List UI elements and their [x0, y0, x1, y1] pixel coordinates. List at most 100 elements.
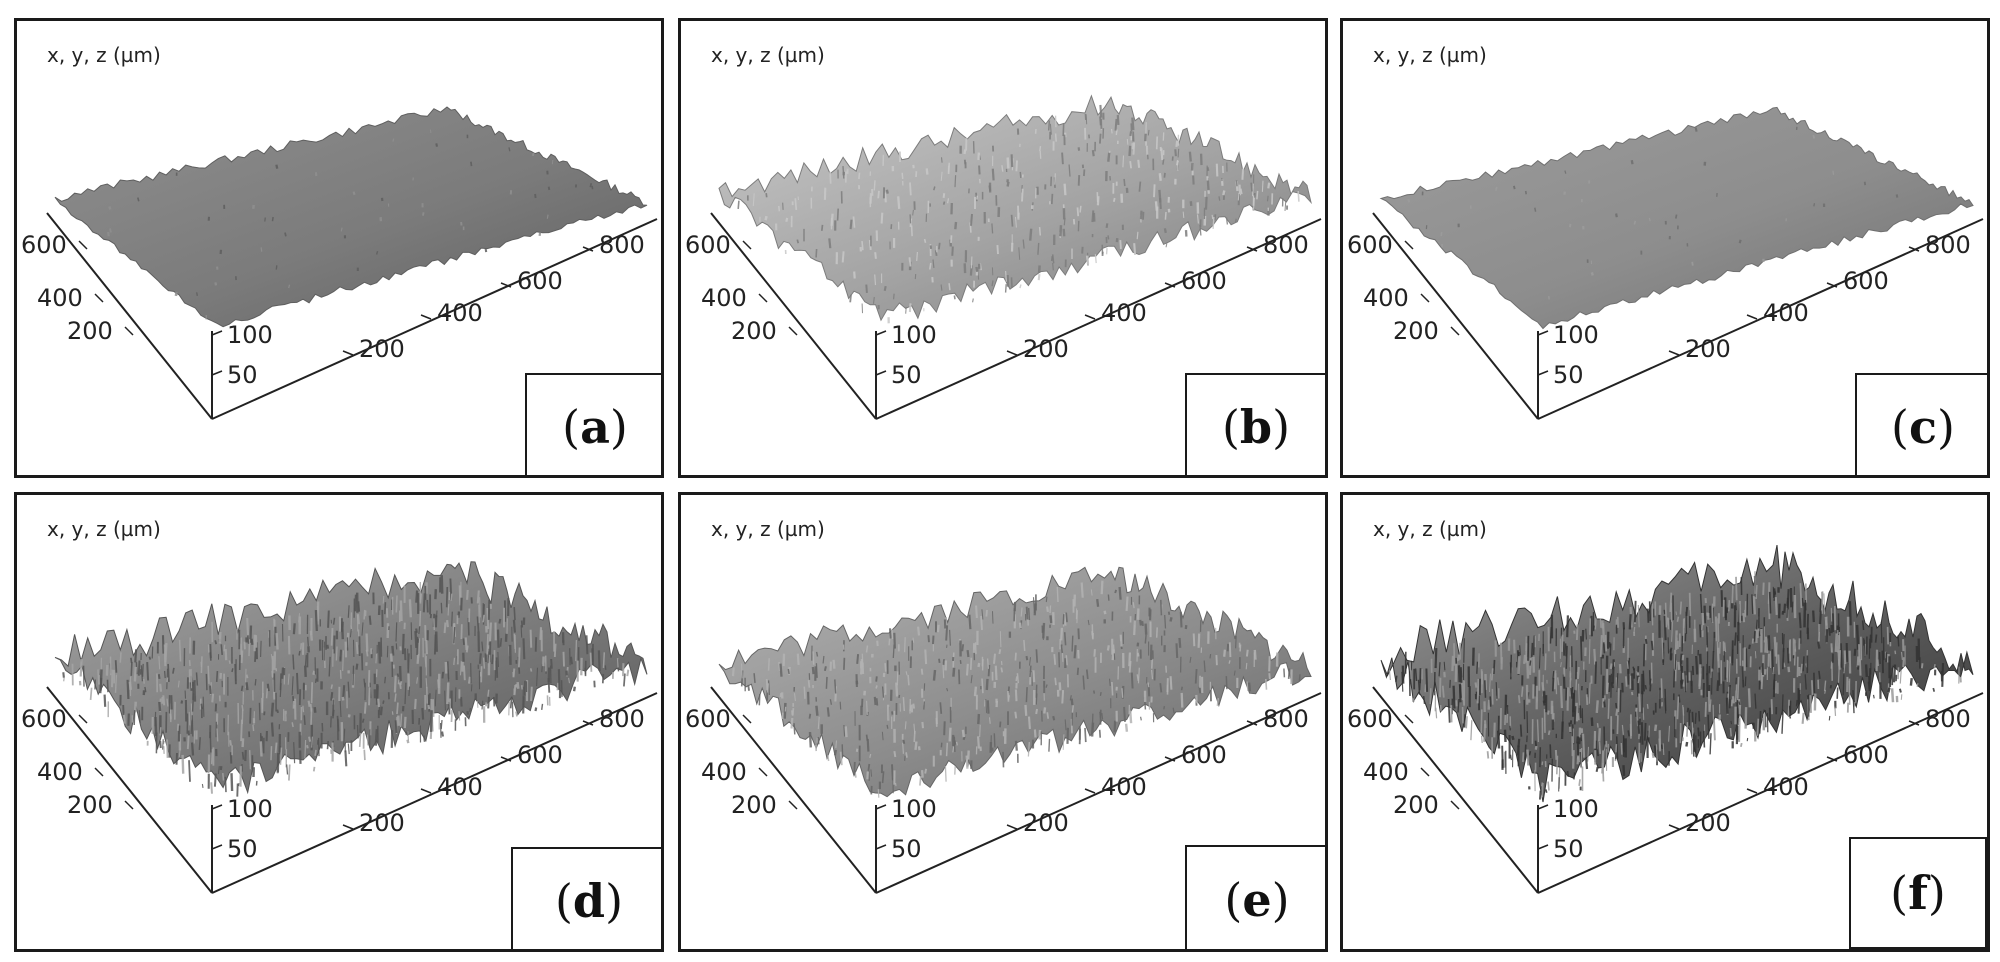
x-tick-label: 600 [1843, 741, 1889, 769]
x-tick-label: 600 [1181, 267, 1227, 295]
label-open: ( [554, 874, 573, 928]
label-letter: d [572, 874, 606, 928]
surface-plot-f: 600 400 200 800 600 400 200 100 50 [1347, 545, 1984, 894]
x-tick-label: 800 [599, 231, 645, 259]
panel-label-c: (c) [1855, 373, 1987, 475]
x-tick-label: 400 [1101, 299, 1147, 327]
panel-c: x, y, z (µm) 600 400 200 800 600 400 200 100 50 … [1340, 18, 1990, 478]
x-tick-label: 400 [1101, 773, 1147, 801]
z-tick-label: 100 [1553, 321, 1599, 349]
axis-ticks [78, 714, 594, 850]
z-tick-label: 100 [227, 321, 273, 349]
z-tick-label: 50 [227, 835, 258, 863]
x-tick-label: 400 [437, 773, 483, 801]
label-letter: f [1908, 866, 1928, 920]
y-tick-label: 200 [1393, 317, 1439, 345]
z-tick-label: 50 [891, 361, 922, 389]
label-open: ( [1890, 866, 1909, 920]
axis-units-label: x, y, z (µm) [1373, 43, 1487, 67]
panel-f: x, y, z (µm) 600 400 200 800 600 400 200 100 50 … [1340, 492, 1990, 952]
y-axis-line [1372, 212, 1539, 420]
x-tick-label: 600 [1181, 741, 1227, 769]
z-tick-label: 100 [227, 795, 273, 823]
z-tick-label: 100 [891, 795, 937, 823]
z-tick-label: 100 [891, 321, 937, 349]
surface-mesh [54, 106, 648, 328]
y-axis-line [46, 686, 213, 894]
x-axis-line [211, 692, 658, 894]
label-close: ) [1271, 873, 1290, 927]
y-tick-label: 400 [37, 284, 83, 312]
surface-texture [731, 580, 1301, 798]
y-tick-label: 400 [1363, 284, 1409, 312]
label-open: ( [1224, 873, 1243, 927]
panel-label-a: (a) [525, 373, 661, 475]
z-tick-label: 50 [1553, 835, 1584, 863]
x-axis-line [211, 218, 658, 420]
axis-ticks [78, 240, 594, 376]
panel-label-e: (e) [1185, 845, 1325, 949]
z-tick-label: 50 [891, 835, 922, 863]
surface-mesh [1379, 106, 1974, 330]
panel-label-f: (f) [1849, 837, 1987, 949]
surface-texture [1407, 126, 1899, 300]
axis-units-label: x, y, z (µm) [711, 43, 825, 67]
x-tick-label: 400 [1763, 299, 1809, 327]
z-tick-label: 100 [1553, 795, 1599, 823]
x-tick-label: 400 [1763, 773, 1809, 801]
y-tick-label: 400 [1363, 758, 1409, 786]
x-tick-label: 800 [1925, 705, 1971, 733]
panel-a: x, y, z (µm) 600 400 200 800 600 400 200 100 50 … [14, 18, 664, 478]
x-tick-label: 800 [1263, 705, 1309, 733]
label-close: ) [1927, 866, 1946, 920]
z-tick-label: 50 [1553, 361, 1584, 389]
x-axis-line [875, 692, 1322, 894]
y-axis-line [1372, 686, 1539, 894]
axis-ticks [1404, 240, 1920, 376]
surface-plot-b: 600 400 200 800 600 400 200 100 50 [685, 94, 1322, 420]
panel-label-b: (b) [1185, 373, 1325, 475]
x-tick-label: 800 [599, 705, 645, 733]
y-tick-label: 200 [731, 791, 777, 819]
y-tick-label: 200 [67, 317, 113, 345]
y-tick-label: 600 [1347, 231, 1393, 259]
label-letter: e [1242, 873, 1272, 927]
label-close: ) [605, 874, 624, 928]
x-tick-label: 600 [517, 267, 563, 295]
axis-units-label: x, y, z (µm) [1373, 517, 1487, 541]
label-close: ) [1937, 400, 1955, 454]
surface-texture [107, 129, 594, 320]
axis-ticks [742, 714, 1258, 850]
axis-units-label: x, y, z (µm) [711, 517, 825, 541]
x-axis-line [1537, 692, 1984, 894]
x-axis-line [1537, 218, 1984, 420]
panel-d: x, y, z (µm) 600 400 200 800 600 400 200 100 50 … [14, 492, 664, 952]
y-axis-line [46, 212, 213, 420]
x-tick-label: 800 [1925, 231, 1971, 259]
y-tick-label: 200 [67, 791, 113, 819]
surface-texture [737, 104, 1300, 324]
axis-ticks [742, 240, 1258, 376]
label-close: ) [1272, 400, 1291, 454]
x-tick-label: 600 [517, 741, 563, 769]
x-tick-label: 200 [1023, 809, 1069, 837]
y-axis-line [710, 212, 877, 420]
x-tick-label: 200 [1685, 809, 1731, 837]
y-tick-label: 600 [21, 231, 67, 259]
label-open: ( [1221, 400, 1240, 454]
x-tick-label: 400 [437, 299, 483, 327]
label-letter: a [580, 400, 610, 454]
x-tick-label: 600 [1843, 267, 1889, 295]
x-tick-label: 800 [1263, 231, 1309, 259]
x-axis-line [875, 218, 1322, 420]
surface-plot-e: 600 400 200 800 600 400 200 100 50 [685, 566, 1322, 894]
axis-ticks [1404, 714, 1920, 850]
x-tick-label: 200 [359, 335, 405, 363]
x-tick-label: 200 [359, 809, 405, 837]
y-tick-label: 200 [1393, 791, 1439, 819]
axis-units-label: x, y, z (µm) [47, 43, 161, 67]
x-tick-label: 200 [1023, 335, 1069, 363]
panel-label-d: (d) [511, 847, 661, 949]
panel-b: x, y, z (µm) 600 400 200 800 600 400 200 100 50 … [678, 18, 1328, 478]
label-open: ( [1891, 400, 1909, 454]
